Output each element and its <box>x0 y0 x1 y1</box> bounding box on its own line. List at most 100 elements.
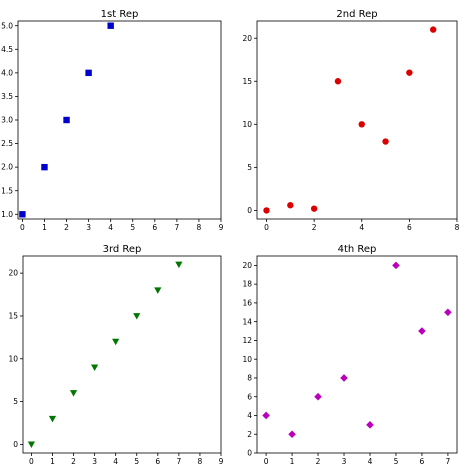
data-point-1 <box>48 415 57 423</box>
x-tick-label-4: 8 <box>455 223 460 232</box>
data-point-4 <box>358 121 365 128</box>
x-tick-label-5: 5 <box>394 457 399 466</box>
y-tick-label-2: 10 <box>8 354 18 363</box>
x-tick-label-4: 4 <box>368 457 373 466</box>
x-tick-label-8: 8 <box>197 223 202 232</box>
y-tick-label-0: 0 <box>13 440 18 449</box>
x-tick-label-2: 2 <box>64 223 69 232</box>
y-tick-label-3: 15 <box>8 312 18 321</box>
data-point-6 <box>418 327 426 335</box>
y-tick-label-3: 2.5 <box>1 139 13 148</box>
data-point-3 <box>340 374 348 382</box>
x-tick-label-5: 5 <box>134 457 139 466</box>
y-tick-label-4: 20 <box>242 34 252 43</box>
plot-frame <box>17 20 222 220</box>
y-tick-label-0: 0 <box>247 206 252 215</box>
y-tick-label-6: 4.0 <box>1 68 13 77</box>
data-point-2 <box>314 392 322 401</box>
subplot-3rd-rep: 3rd Rep 0 1 2 3 4 5 6 7 8 9 0 5 10 15 20 <box>8 244 223 466</box>
data-point-0 <box>263 207 270 214</box>
x-tick-label-8: 8 <box>198 457 203 466</box>
x-tick-label-1: 1 <box>50 457 55 466</box>
x-tick-label-3: 6 <box>407 223 412 232</box>
y-tick-label-0: 0 <box>247 449 252 458</box>
x-tick-label-3: 3 <box>342 457 347 466</box>
x-tick-label-6: 6 <box>420 457 425 466</box>
y-tick-label-4: 3.0 <box>1 116 13 125</box>
y-tick-label-7: 14 <box>242 317 252 326</box>
y-tick-label-6: 12 <box>242 336 252 345</box>
x-tick-label-1: 2 <box>312 223 317 232</box>
x-tick-label-1: 1 <box>290 457 295 466</box>
y-tick-label-4: 20 <box>8 269 18 278</box>
y-tick-label-3: 15 <box>242 77 252 86</box>
y-tick-label-1: 5 <box>247 163 252 172</box>
y-tick-label-8: 5.0 <box>1 21 13 30</box>
data-point-0 <box>262 411 270 420</box>
plot-frame <box>22 255 222 454</box>
x-tick-label-0: 0 <box>264 223 269 232</box>
x-tick-label-0: 0 <box>29 457 34 466</box>
y-tick-label-1: 2 <box>247 430 252 439</box>
data-point-2 <box>310 205 318 212</box>
y-tick-label-7: 4.5 <box>1 45 13 54</box>
y-tick-label-2: 10 <box>242 120 252 129</box>
x-tick-label-7: 7 <box>446 457 451 466</box>
data-point-4 <box>366 421 374 429</box>
subplot-2nd-rep: 2nd Rep 0 2 4 6 8 0 5 10 15 20 <box>242 9 459 232</box>
x-tick-label-4: 4 <box>108 223 113 232</box>
y-tick-label-3: 6 <box>247 392 252 401</box>
y-tick-label-2: 2.0 <box>1 163 13 172</box>
y-tick-label-1: 5 <box>13 397 18 406</box>
y-tick-label-4: 8 <box>247 374 252 383</box>
data-point-1 <box>287 202 294 209</box>
subplot-1st-rep: 1st Rep 0 1 2 3 4 5 6 7 8 9 1.0 1.5 2.0 2.5 3.0 3.5 4.0 4… <box>1 9 224 232</box>
y-tick-label-8: 16 <box>242 299 252 308</box>
x-tick-label-2: 2 <box>71 457 76 466</box>
data-point-5 <box>133 313 141 320</box>
x-tick-label-7: 7 <box>176 457 181 466</box>
data-point-6 <box>154 287 162 294</box>
x-tick-label-7: 7 <box>174 223 179 232</box>
y-tick-label-0: 1.0 <box>1 210 13 219</box>
data-point-1 <box>41 163 48 171</box>
x-tick-label-1: 1 <box>42 223 47 232</box>
x-tick-label-3: 3 <box>92 457 97 466</box>
data-point-0 <box>19 211 26 218</box>
x-tick-label-0: 0 <box>264 457 269 466</box>
x-tick-label-9: 9 <box>219 223 224 232</box>
plot-frame <box>256 20 458 220</box>
data-point-1 <box>288 430 296 439</box>
x-tick-label-2: 4 <box>359 223 364 232</box>
x-tick-label-9: 9 <box>219 457 224 466</box>
x-tick-label-4: 4 <box>113 457 118 466</box>
data-point-5 <box>382 138 389 145</box>
data-point-3 <box>91 364 99 371</box>
y-tick-label-5: 3.5 <box>1 92 13 101</box>
subplot-title: 4th Rep <box>338 244 377 255</box>
x-tick-label-3: 3 <box>86 223 91 232</box>
data-point-5 <box>392 261 400 270</box>
subplot-title: 1st Rep <box>101 9 139 20</box>
y-tick-label-9: 18 <box>242 280 252 289</box>
x-tick-label-2: 2 <box>316 457 321 466</box>
data-point-6 <box>406 69 413 76</box>
data-point-3 <box>85 69 92 77</box>
data-point-4 <box>112 338 120 346</box>
y-tick-label-2: 4 <box>247 411 252 420</box>
data-point-7 <box>429 26 437 33</box>
data-point-3 <box>334 78 342 85</box>
x-tick-label-0: 0 <box>20 223 25 232</box>
x-tick-label-6: 6 <box>152 223 157 232</box>
x-tick-label-5: 5 <box>130 223 135 232</box>
data-point-4 <box>107 22 114 29</box>
data-point-7 <box>444 308 452 317</box>
data-point-2 <box>69 390 78 397</box>
y-tick-label-5: 10 <box>242 355 252 364</box>
y-tick-label-1: 1.5 <box>1 186 13 195</box>
data-point-0 <box>27 441 36 449</box>
subplot-title: 3rd Rep <box>103 244 142 255</box>
plot-frame <box>256 255 458 454</box>
